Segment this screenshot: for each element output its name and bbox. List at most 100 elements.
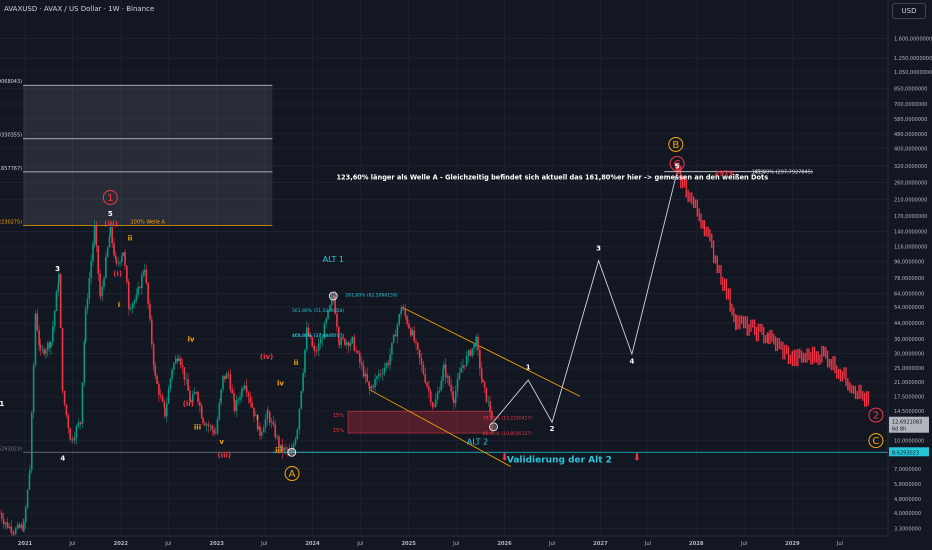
wave-label: (iii) [217,451,231,459]
candle-body [190,400,192,403]
candle-body [304,349,306,373]
candle-body [307,327,310,336]
candle-body [12,532,14,534]
price-tick-label: 44,0000000 [894,321,924,327]
fib-level-label: 161,80% (886,9068043) [0,79,22,85]
candle-body [345,342,348,345]
candle-body [0,513,1,514]
candle-body [450,385,453,392]
candle-body [139,287,141,289]
candle-body [142,271,145,275]
price-tag [889,416,929,433]
candle-body [420,358,423,365]
price-tick-label: 78,0000000 [894,276,924,282]
candle-body [99,273,101,295]
candle-body [458,372,461,380]
candle-body [460,367,463,373]
price-tick-label: 64,0000000 [894,292,924,298]
price-tick-label: 25,0000000 [894,366,924,372]
candle-body [171,369,173,379]
candle-body [391,342,393,355]
candle-body [413,330,415,342]
candle-body [57,283,60,292]
currency-button[interactable]: USD [892,3,926,19]
candle-body [115,259,118,264]
price-tick-label: 30,0000000 [894,352,924,358]
price-tick-label: 700,0000000 [894,102,927,108]
candle-body [105,256,107,279]
candle-body [436,392,439,400]
candle-body [364,373,367,377]
candle-body [479,349,481,369]
candle-body [222,375,224,390]
candle-body [406,316,408,324]
candle-body [191,394,194,403]
candle-body [4,522,7,525]
wave-label-circle [668,136,684,152]
candle-body [32,365,35,413]
candle-body [220,389,222,403]
candle-body [28,474,31,490]
candle-body [443,364,445,369]
time-tick-label: Jul [260,541,267,547]
candle-body [471,348,474,356]
candle-body [332,296,335,299]
candle-body [323,323,326,339]
candle-body [218,402,221,420]
candle-body [23,522,25,531]
candle-body [389,354,391,366]
fib-extension-box [23,85,273,226]
zone-label: 15% [333,428,344,434]
candle-body [276,436,278,438]
time-tick-label: Jul [356,541,363,547]
candle-body [8,526,11,528]
channel-upper-line [401,306,581,397]
candle-body [428,386,430,392]
candle-body [433,406,435,407]
candle-body [417,342,419,350]
candle-body [55,291,58,312]
candle-body [330,298,333,306]
candle-body [344,338,346,345]
measure-dot [287,447,297,457]
candle-body [69,428,71,440]
candle-body [214,433,217,435]
candle-body [268,412,271,423]
wave-label-circle [102,190,118,206]
wave-label: ii [128,234,133,242]
candle-body [408,323,410,329]
candle-body [235,399,238,412]
candle-body [285,447,287,449]
candle-body [402,307,405,310]
candle-body [283,447,285,452]
candle-body [45,349,47,354]
price-tick-label: 17,5000000 [894,394,924,400]
candle-body [360,362,363,365]
candle-body [75,426,78,438]
candle-body [336,313,338,328]
candle-body [109,227,112,237]
candle-body [429,391,432,403]
candle-body [418,349,421,359]
candle-body [483,382,486,388]
candle-body [438,390,441,393]
candle-body [491,411,493,419]
arrow-down-icon: ⬇ [500,452,508,463]
candle-body [73,437,76,441]
time-tick-label: Jul [452,541,459,547]
candle-body [131,303,134,309]
wave-label: 3 [55,265,60,273]
wave-label: 4 [60,454,65,462]
wave-label: A [289,469,296,480]
candle-body [241,388,243,398]
candle-body [444,364,447,378]
candle-body [65,404,68,416]
candle-body [404,309,407,317]
candle-body [473,343,475,349]
candle-body [340,337,342,345]
candle-body [178,358,180,362]
candle-body [13,533,15,535]
candle-body [351,336,354,338]
